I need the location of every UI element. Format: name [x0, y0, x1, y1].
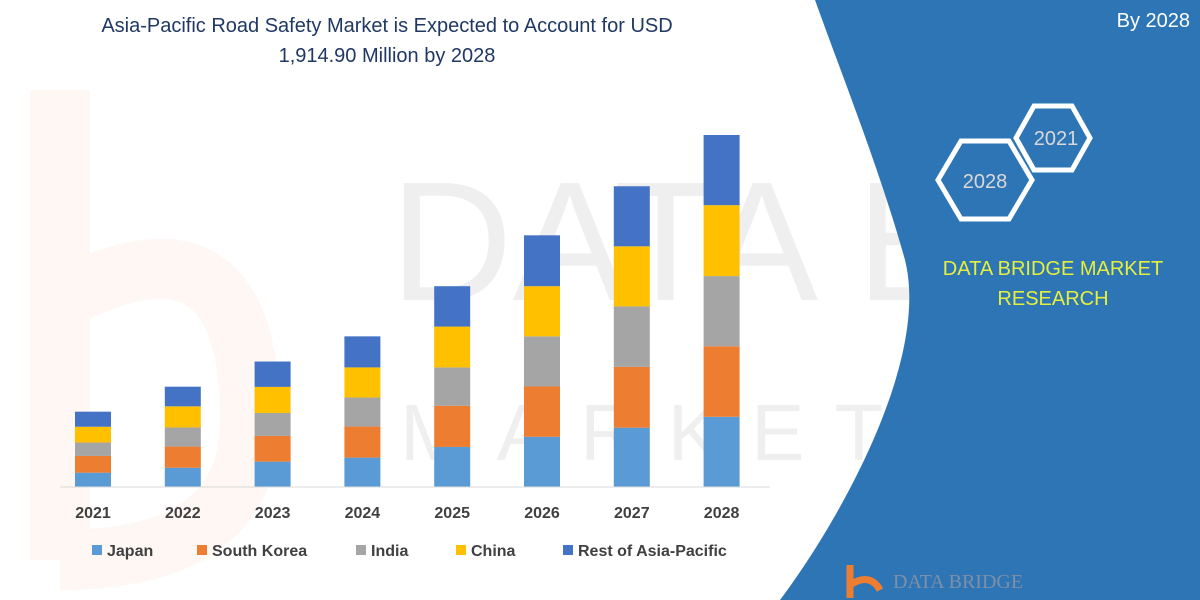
bar-segment-2023-japan	[254, 461, 291, 487]
bar-segment-2022-rest-of-asia-pacific	[164, 386, 201, 407]
legend-swatch	[197, 545, 207, 555]
bar-segment-2026-rest-of-asia-pacific	[524, 235, 560, 287]
bar-segment-2022-japan	[164, 467, 201, 487]
bar-segment-2028-japan	[703, 416, 740, 487]
bar-segment-2021-japan	[75, 472, 111, 487]
bar-segment-2025-rest-of-asia-pacific	[434, 286, 471, 327]
x-tick-label: 2024	[345, 505, 381, 522]
x-tick-label: 2025	[434, 505, 470, 522]
bar-segment-2021-south-korea	[75, 455, 111, 473]
bar-segment-2023-south-korea	[254, 435, 291, 462]
bar-segment-2028-india	[703, 276, 740, 347]
legend: Japan South Korea India China Rest of Asia-P…	[92, 543, 727, 560]
chart-title-line-1: Asia-Pacific Road Safety Market is Expec…	[101, 15, 672, 37]
side-panel-background	[780, 0, 1200, 600]
hexagon-2028: 2028	[935, 138, 1035, 222]
bar-segment-2023-india	[254, 412, 291, 436]
bar-segment-2024-rest-of-asia-pacific	[344, 336, 381, 368]
legend-swatch	[456, 545, 466, 555]
legend-swatch	[356, 545, 366, 555]
legend-swatch	[563, 545, 573, 555]
bar-segment-2024-south-korea	[344, 426, 381, 458]
bar-segment-2028-south-korea	[703, 346, 740, 417]
bar-segment-2026-south-korea	[524, 386, 560, 437]
bar-segment-2025-japan	[434, 446, 471, 487]
brand-line-2: RESEARCH	[997, 288, 1108, 310]
bar-segment-2025-south-korea	[434, 405, 471, 447]
brand-line-1: DATA BRIDGE MARKET	[943, 258, 1163, 280]
bar-segment-2021-india	[75, 442, 111, 456]
chart-title-line-2: 1,914.90 Million by 2028	[279, 45, 496, 67]
bar-segment-2022-south-korea	[164, 446, 201, 468]
bar-segment-2024-japan	[344, 457, 381, 487]
legend-item: Japan	[92, 543, 153, 560]
legend-label: Japan	[107, 543, 153, 560]
bar-segment-2028-rest-of-asia-pacific	[703, 135, 740, 206]
legend-label: India	[371, 543, 408, 560]
bar-segment-2023-rest-of-asia-pacific	[254, 361, 291, 387]
x-tick-label: 2023	[255, 505, 291, 522]
bar-segment-2021-china	[75, 426, 111, 443]
bar-segment-2025-india	[434, 367, 471, 406]
legend-swatch	[92, 545, 102, 555]
legend-item: China	[456, 543, 516, 560]
x-tick-label: 2027	[614, 505, 650, 522]
bar-segment-2028-china	[703, 205, 740, 277]
legend-label: South Korea	[212, 543, 307, 560]
bar-segment-2024-india	[344, 397, 381, 427]
bar-segment-2026-china	[524, 286, 560, 337]
bar-segment-2024-china	[344, 367, 381, 398]
bar-segment-2027-india	[613, 306, 650, 367]
side-header-text: By 2028	[1117, 10, 1190, 32]
x-tick-label: 2026	[524, 505, 560, 522]
x-tick-label: 2028	[704, 505, 740, 522]
footer-logo-text: DATA BRIDGE	[893, 571, 1023, 593]
bar-segment-2027-rest-of-asia-pacific	[613, 186, 650, 247]
legend-item: India	[356, 543, 408, 560]
bar-segment-2026-japan	[524, 436, 560, 487]
bar-segment-2027-japan	[613, 427, 650, 487]
legend-item: South Korea	[197, 543, 307, 560]
x-tick-label: 2022	[165, 505, 201, 522]
bar-segment-2023-china	[254, 386, 291, 413]
bar-segment-2027-china	[613, 246, 650, 307]
hex-2028-label: 2028	[963, 171, 1008, 193]
bar-segment-2025-china	[434, 326, 471, 368]
bar-segment-2026-india	[524, 336, 560, 387]
legend-label: China	[471, 543, 516, 560]
hex-2021-label: 2021	[1034, 128, 1079, 150]
legend-label: Rest of Asia-Pacific	[578, 543, 727, 560]
bars	[75, 135, 740, 487]
footer-logo: DATA BRIDGE	[846, 565, 1023, 598]
bar-segment-2022-china	[164, 406, 201, 428]
x-tick-labels: 2021 2022 2023 2024 2025 2026 2027 2028	[75, 505, 739, 522]
bar-segment-2021-rest-of-asia-pacific	[75, 411, 111, 427]
watermark-logo-icon	[30, 90, 281, 590]
bar-segment-2027-south-korea	[613, 366, 650, 428]
bar-segment-2022-india	[164, 427, 201, 447]
x-tick-label: 2021	[75, 505, 111, 522]
logo-b-icon	[846, 565, 884, 598]
hexagon-2021: 2021	[1013, 103, 1093, 173]
legend-item: Rest of Asia-Pacific	[563, 543, 727, 560]
